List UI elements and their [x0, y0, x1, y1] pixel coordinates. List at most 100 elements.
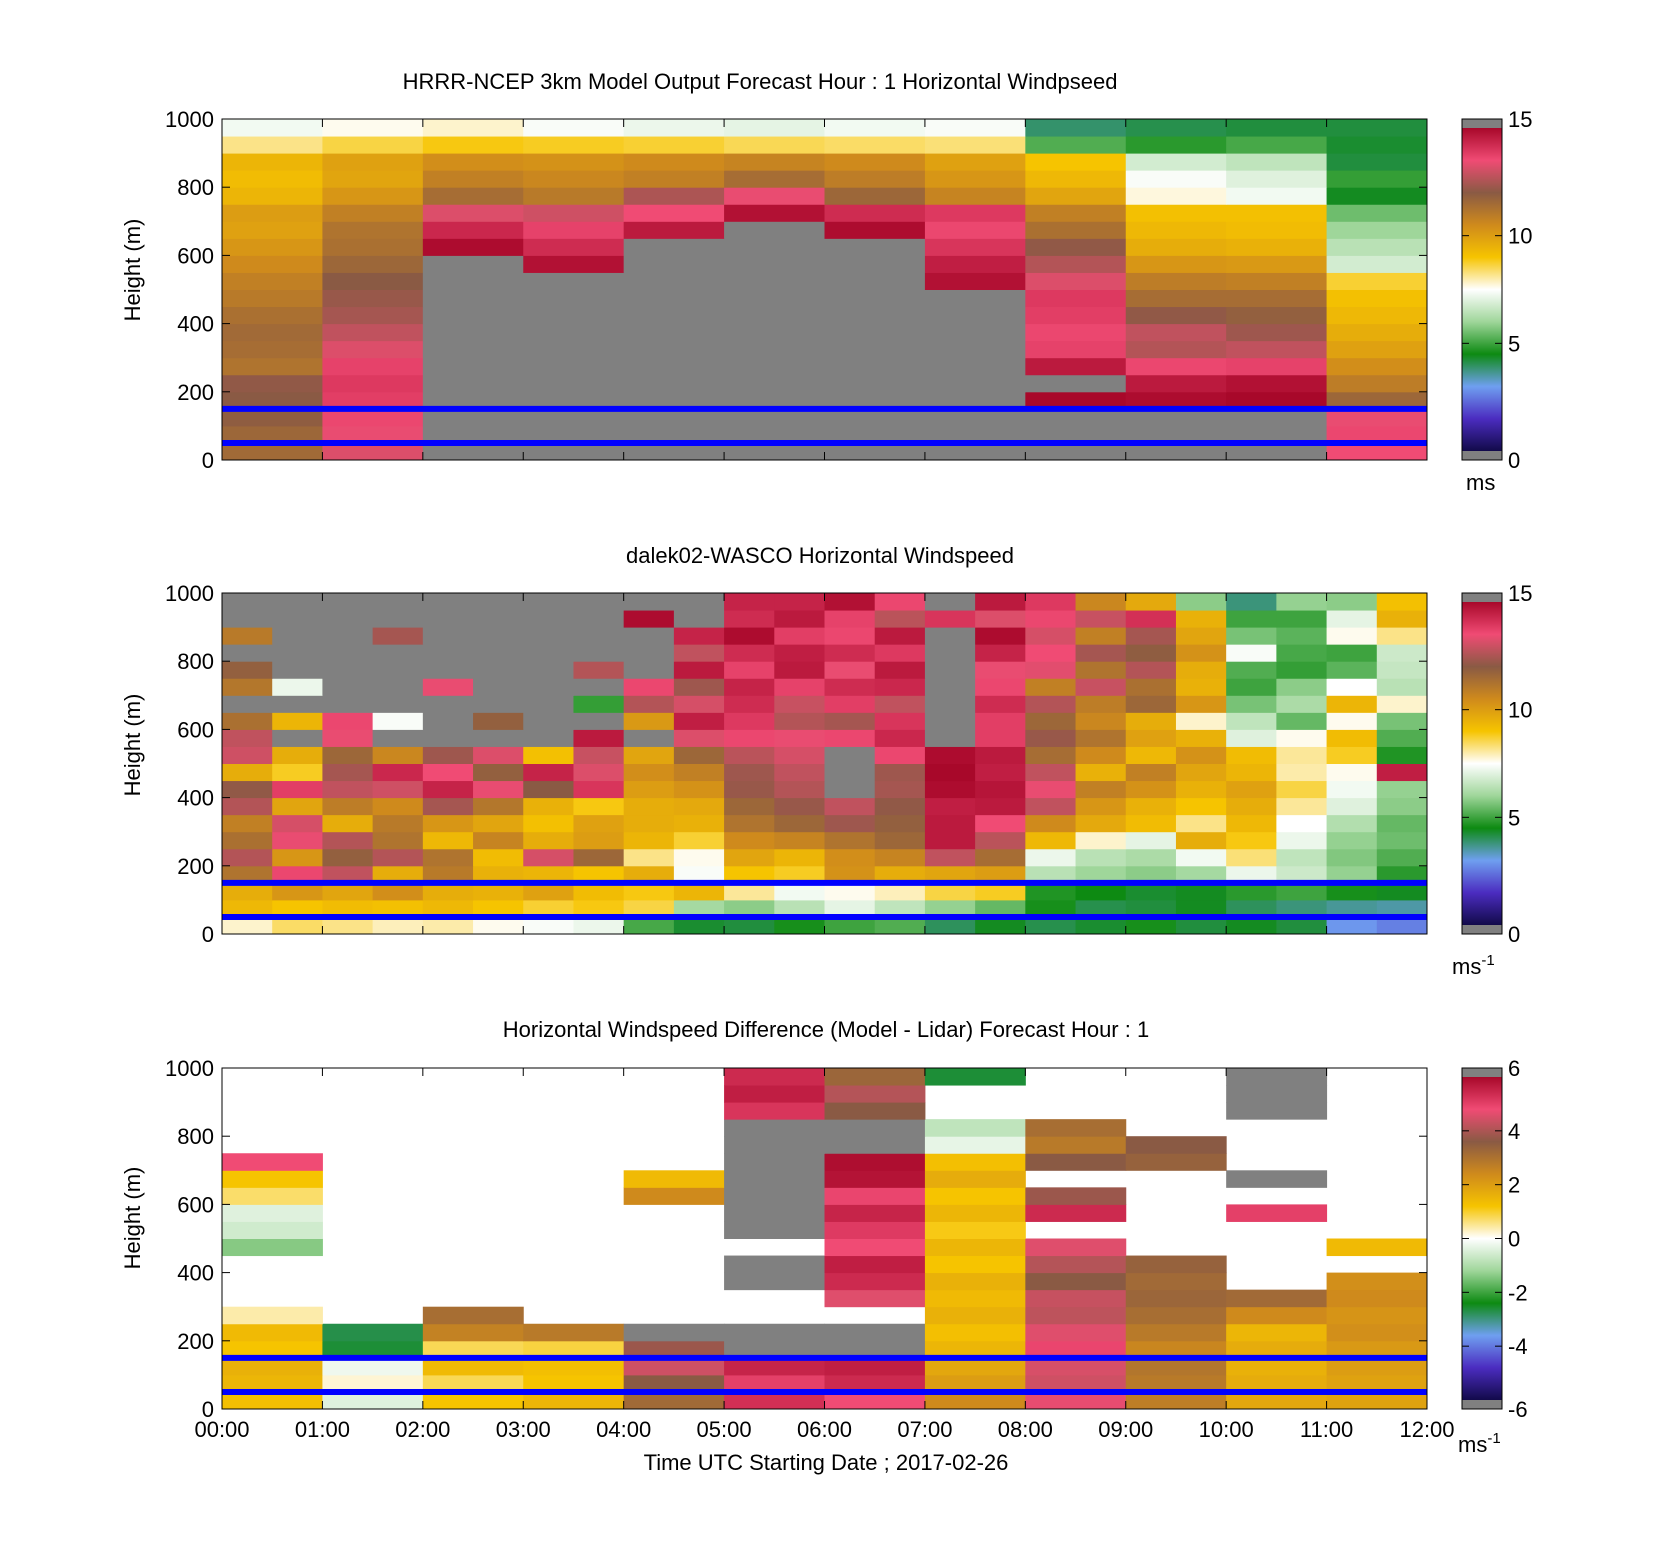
- heatmap-cell: [623, 1374, 725, 1393]
- heatmap-cell: [272, 627, 323, 645]
- heatmap-cell: [824, 408, 926, 427]
- heatmap-cell: [924, 644, 976, 662]
- heatmap-cell: [924, 1068, 1026, 1086]
- heatmap-cell: [1276, 797, 1328, 816]
- heatmap-cell: [1125, 1323, 1227, 1342]
- heatmap-cell: [1326, 425, 1428, 444]
- heatmap-cell: [1125, 408, 1227, 427]
- heatmap-cell: [523, 610, 574, 628]
- heatmap-cell: [1226, 746, 1277, 764]
- heatmap-cell: [372, 763, 424, 782]
- heatmap-cell: [272, 831, 323, 850]
- heatmap-cell: [623, 610, 675, 628]
- heatmap-cell: [322, 780, 374, 799]
- heatmap-cell: [372, 644, 424, 662]
- heatmap-cell: [422, 289, 524, 308]
- heatmap-cell: [422, 1323, 524, 1342]
- heatmap-cell: [1226, 1374, 1328, 1393]
- heatmap-cell: [1075, 916, 1127, 935]
- heatmap-cell: [322, 763, 374, 782]
- heatmap-cell: [1025, 1255, 1127, 1274]
- heatmap-cell: [1326, 610, 1378, 628]
- heatmap-cell: [222, 627, 273, 645]
- heatmap-cell: [1226, 136, 1328, 154]
- heatmap-cell: [1025, 729, 1077, 747]
- colorbar-tick-label: -6: [1508, 1397, 1528, 1422]
- heatmap-cell: [623, 340, 725, 359]
- heatmap-cell: [322, 153, 424, 171]
- heatmap-cell: [1376, 712, 1428, 730]
- heatmap-cell: [824, 712, 876, 730]
- heatmap-cell: [1075, 814, 1127, 833]
- heatmap-cell: [924, 255, 1026, 273]
- heatmap-cell: [874, 916, 926, 935]
- heatmap-cell: [1226, 1204, 1328, 1222]
- heatmap-cell: [523, 831, 574, 850]
- panel-model: HRRR-NCEP 3km Model Output Forecast Hour…: [120, 69, 1532, 495]
- heatmap-cell: [1125, 661, 1177, 679]
- heatmap-cell: [824, 1136, 926, 1154]
- panel-lidar-ylabel: Height (m): [120, 694, 145, 797]
- heatmap-cell: [1025, 746, 1077, 764]
- x-tick-label: 12:00: [1399, 1417, 1454, 1442]
- heatmap-cell: [222, 255, 323, 273]
- heatmap-cell: [372, 695, 424, 713]
- heatmap-cell: [573, 695, 625, 713]
- heatmap-cell: [1326, 221, 1428, 239]
- heatmap-cell: [1226, 289, 1328, 308]
- heatmap-cell: [1226, 627, 1277, 645]
- heatmap-cell: [1226, 1085, 1328, 1103]
- heatmap-cell: [1125, 678, 1177, 696]
- heatmap-cell: [975, 593, 1026, 611]
- panel-model-colorbar-top-cap: [1462, 119, 1502, 128]
- heatmap-cell: [1376, 678, 1428, 696]
- heatmap-cell: [1075, 661, 1127, 679]
- heatmap-cell: [623, 712, 675, 730]
- heatmap-cell: [774, 865, 825, 884]
- heatmap-cell: [874, 899, 926, 918]
- heatmap-cell: [1025, 1204, 1127, 1222]
- heatmap-cell: [1075, 746, 1127, 764]
- heatmap-cell: [222, 695, 273, 713]
- heatmap-cell: [473, 797, 524, 816]
- heatmap-cell: [372, 712, 424, 730]
- heatmap-cell: [623, 170, 725, 188]
- heatmap-cell: [975, 712, 1026, 730]
- heatmap-cell: [1025, 610, 1077, 628]
- heatmap-cell: [774, 661, 825, 679]
- heatmap-cell: [1276, 814, 1328, 833]
- heatmap-cell: [924, 661, 976, 679]
- heatmap-cell: [1025, 678, 1077, 696]
- heatmap-cell: [975, 814, 1026, 833]
- heatmap-cell: [222, 865, 273, 884]
- heatmap-cell: [473, 712, 524, 730]
- heatmap-cell: [422, 272, 524, 290]
- heatmap-cell: [1075, 763, 1127, 782]
- heatmap-cell: [1326, 357, 1428, 376]
- heatmap-cell: [975, 797, 1026, 816]
- heatmap-cell: [222, 153, 323, 171]
- heatmap-cell: [623, 408, 725, 427]
- colorbar-tick-label: 10: [1508, 698, 1532, 723]
- heatmap-cell: [1025, 848, 1077, 867]
- heatmap-cell: [422, 153, 524, 171]
- y-tick-label: 0: [202, 1397, 214, 1422]
- heatmap-cell: [724, 374, 825, 393]
- heatmap-cell: [874, 763, 926, 782]
- heatmap-cell: [1226, 1340, 1328, 1359]
- heatmap-cell: [824, 593, 876, 611]
- heatmap-cell: [1125, 425, 1227, 444]
- heatmap-cell: [824, 1238, 926, 1257]
- heatmap-cell: [975, 848, 1026, 867]
- x-tick-label: 02:00: [395, 1417, 450, 1442]
- heatmap-cell: [724, 323, 825, 342]
- heatmap-cell: [1025, 425, 1127, 444]
- heatmap-cell: [1125, 882, 1177, 901]
- heatmap-cell: [1125, 374, 1227, 393]
- colorbar-tick-label: 0: [1508, 1227, 1520, 1252]
- panel-model-heatmap: [222, 119, 1428, 461]
- heatmap-cell: [1025, 136, 1127, 154]
- x-tick-label: 08:00: [998, 1417, 1053, 1442]
- heatmap-cell: [422, 1340, 524, 1359]
- y-tick-label: 800: [177, 1124, 214, 1149]
